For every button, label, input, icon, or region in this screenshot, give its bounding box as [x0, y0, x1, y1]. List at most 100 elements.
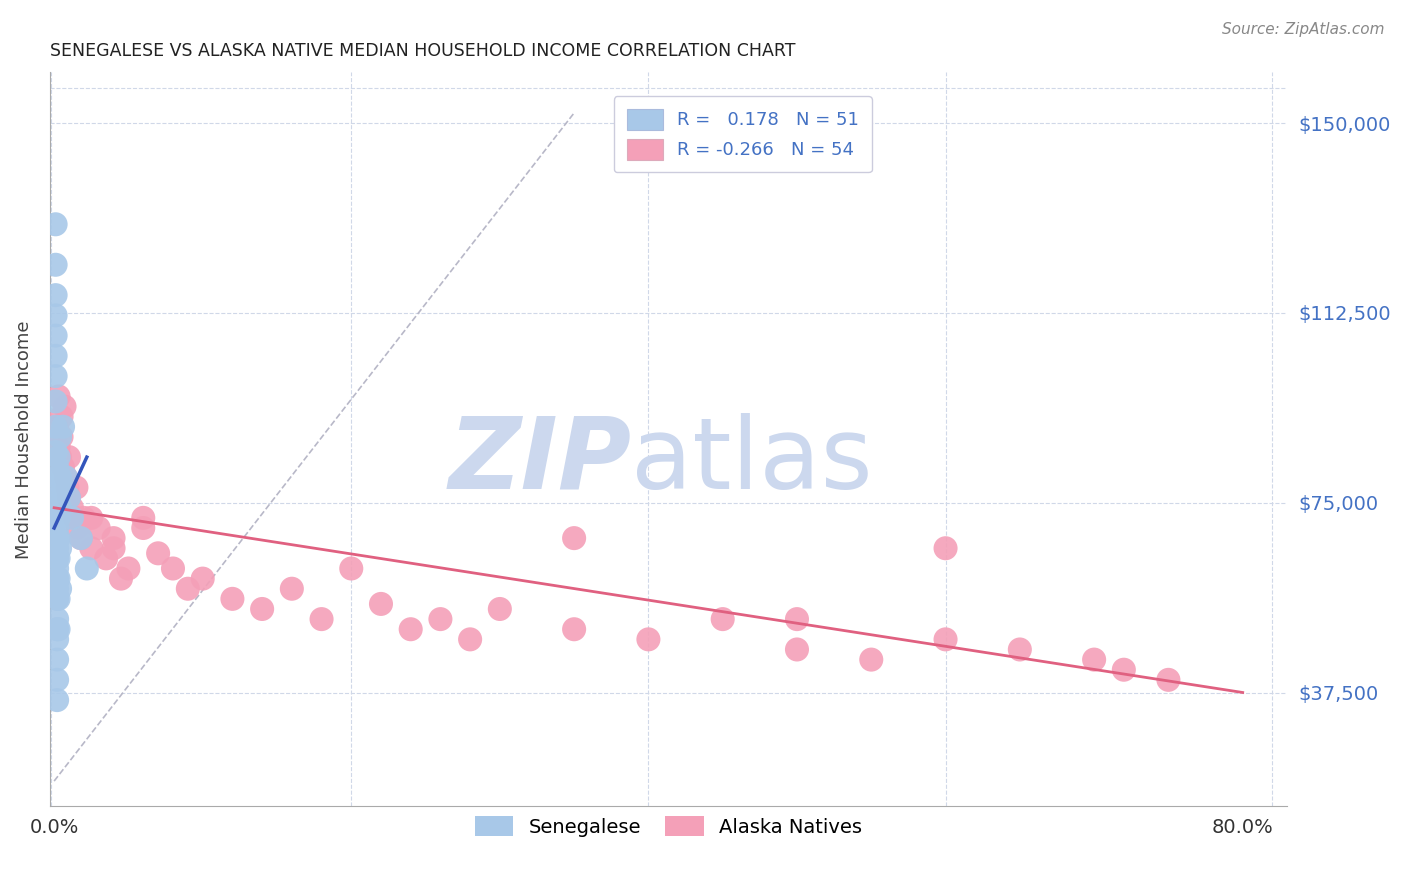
- Point: [458, 632, 481, 647]
- Point: [48, 551, 70, 566]
- Point: [562, 622, 585, 636]
- Point: [48, 572, 70, 586]
- Point: [48, 622, 70, 636]
- Point: [46, 561, 69, 575]
- Point: [49, 450, 72, 464]
- Point: [46, 612, 69, 626]
- Point: [73, 511, 96, 525]
- Point: [58, 450, 80, 464]
- Point: [45, 419, 67, 434]
- Point: [46, 632, 69, 647]
- Point: [250, 602, 273, 616]
- Point: [58, 491, 80, 505]
- Point: [103, 531, 125, 545]
- Point: [46, 541, 69, 556]
- Text: ZIP: ZIP: [449, 413, 631, 510]
- Point: [49, 470, 72, 484]
- Point: [56, 481, 79, 495]
- Point: [53, 400, 76, 414]
- Point: [45, 309, 67, 323]
- Point: [48, 450, 70, 464]
- Point: [45, 288, 67, 302]
- Point: [1008, 642, 1031, 657]
- Point: [60, 500, 83, 515]
- Point: [935, 541, 957, 556]
- Point: [399, 622, 422, 636]
- Point: [132, 521, 155, 535]
- Point: [46, 500, 69, 515]
- Point: [46, 551, 69, 566]
- Point: [94, 551, 117, 566]
- Point: [46, 470, 69, 484]
- Legend: Senegalese, Alaska Natives: Senegalese, Alaska Natives: [467, 808, 870, 845]
- Point: [46, 652, 69, 666]
- Point: [1157, 673, 1180, 687]
- Point: [46, 521, 69, 535]
- Point: [221, 591, 243, 606]
- Point: [76, 561, 98, 575]
- Text: Source: ZipAtlas.com: Source: ZipAtlas.com: [1222, 22, 1385, 37]
- Point: [48, 531, 70, 545]
- Y-axis label: Median Household Income: Median Household Income: [15, 320, 32, 558]
- Point: [162, 561, 184, 575]
- Point: [45, 258, 67, 272]
- Point: [935, 632, 957, 647]
- Point: [49, 582, 72, 596]
- Point: [146, 546, 169, 560]
- Point: [80, 511, 103, 525]
- Point: [51, 430, 73, 444]
- Point: [46, 673, 69, 687]
- Point: [45, 217, 67, 231]
- Point: [48, 511, 70, 525]
- Point: [786, 612, 808, 626]
- Point: [45, 445, 67, 459]
- Point: [70, 531, 93, 545]
- Point: [87, 521, 110, 535]
- Point: [637, 632, 659, 647]
- Point: [103, 541, 125, 556]
- Text: atlas: atlas: [631, 413, 873, 510]
- Point: [177, 582, 200, 596]
- Point: [48, 470, 70, 484]
- Point: [46, 622, 69, 636]
- Point: [66, 521, 89, 535]
- Point: [55, 470, 77, 484]
- Text: SENEGALESE VS ALASKA NATIVE MEDIAN HOUSEHOLD INCOME CORRELATION CHART: SENEGALESE VS ALASKA NATIVE MEDIAN HOUSE…: [49, 42, 796, 60]
- Point: [45, 394, 67, 409]
- Point: [46, 491, 69, 505]
- Point: [48, 591, 70, 606]
- Point: [55, 470, 77, 484]
- Point: [429, 612, 451, 626]
- Point: [370, 597, 392, 611]
- Point: [46, 481, 69, 495]
- Point: [311, 612, 333, 626]
- Point: [281, 582, 304, 596]
- Point: [65, 481, 87, 495]
- Point: [45, 349, 67, 363]
- Point: [52, 419, 75, 434]
- Point: [49, 541, 72, 556]
- Point: [46, 419, 69, 434]
- Point: [191, 572, 214, 586]
- Point: [711, 612, 734, 626]
- Point: [80, 541, 103, 556]
- Point: [52, 481, 75, 495]
- Point: [46, 572, 69, 586]
- Point: [46, 511, 69, 525]
- Point: [49, 430, 72, 444]
- Point: [48, 440, 70, 454]
- Point: [110, 572, 132, 586]
- Point: [46, 460, 69, 475]
- Point: [70, 531, 93, 545]
- Point: [48, 491, 70, 505]
- Point: [117, 561, 139, 575]
- Point: [489, 602, 512, 616]
- Point: [46, 693, 69, 707]
- Point: [48, 389, 70, 403]
- Point: [132, 511, 155, 525]
- Point: [63, 511, 86, 525]
- Point: [52, 460, 75, 475]
- Point: [562, 531, 585, 545]
- Point: [786, 642, 808, 657]
- Point: [45, 369, 67, 384]
